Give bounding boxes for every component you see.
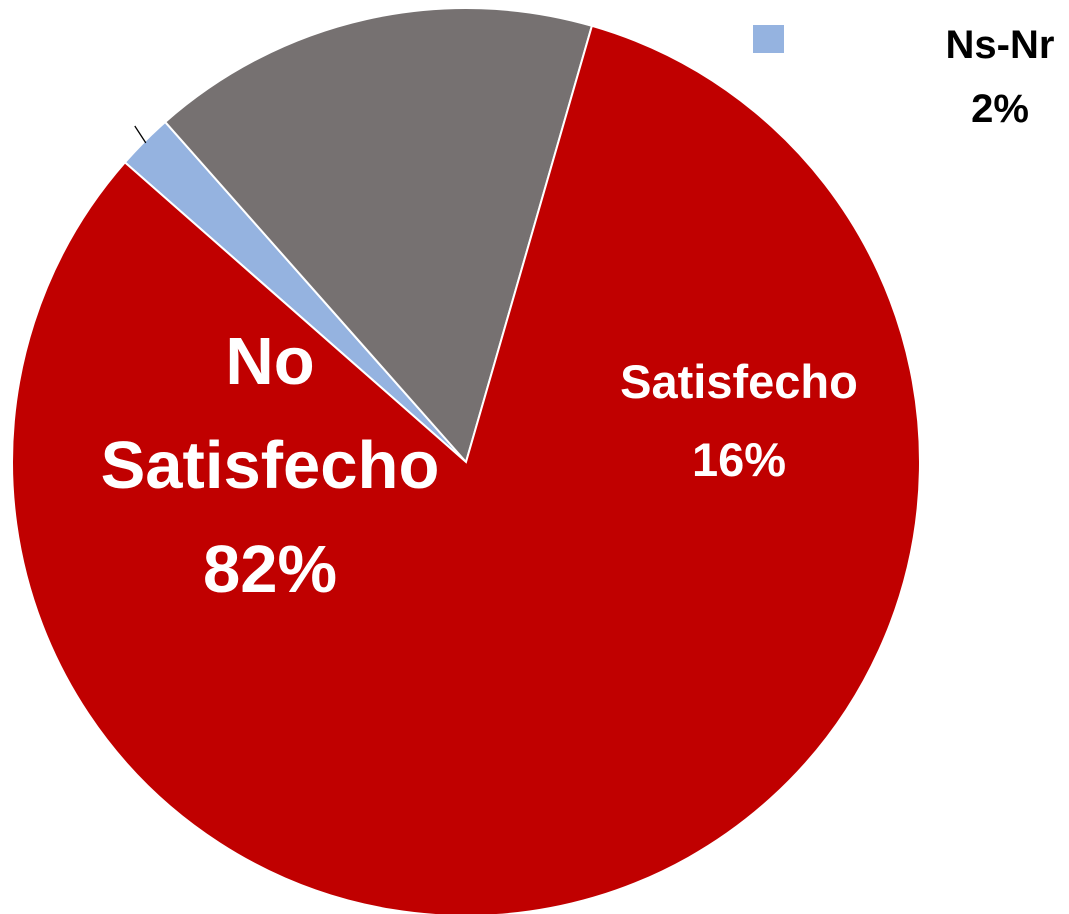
satisfecho-label-value: 16% xyxy=(692,433,786,486)
no-satisfecho-label-line2: Satisfecho xyxy=(101,428,440,503)
pie-slice-satisfecho xyxy=(163,7,594,465)
satisfecho-label-name: Satisfecho xyxy=(620,355,858,408)
pie-slice-no-satisfecho xyxy=(11,24,922,914)
ns-nr-label-value: 2% xyxy=(971,87,1029,131)
ns-nr-label-name: Ns-Nr xyxy=(946,23,1055,67)
pie-slices xyxy=(11,7,922,914)
ns-nr-leader-line xyxy=(134,125,147,144)
no-satisfecho-label-value: 82% xyxy=(203,532,337,607)
no-satisfecho-label-line1: No xyxy=(225,324,314,399)
legend-swatch-ns-nr xyxy=(753,25,784,53)
